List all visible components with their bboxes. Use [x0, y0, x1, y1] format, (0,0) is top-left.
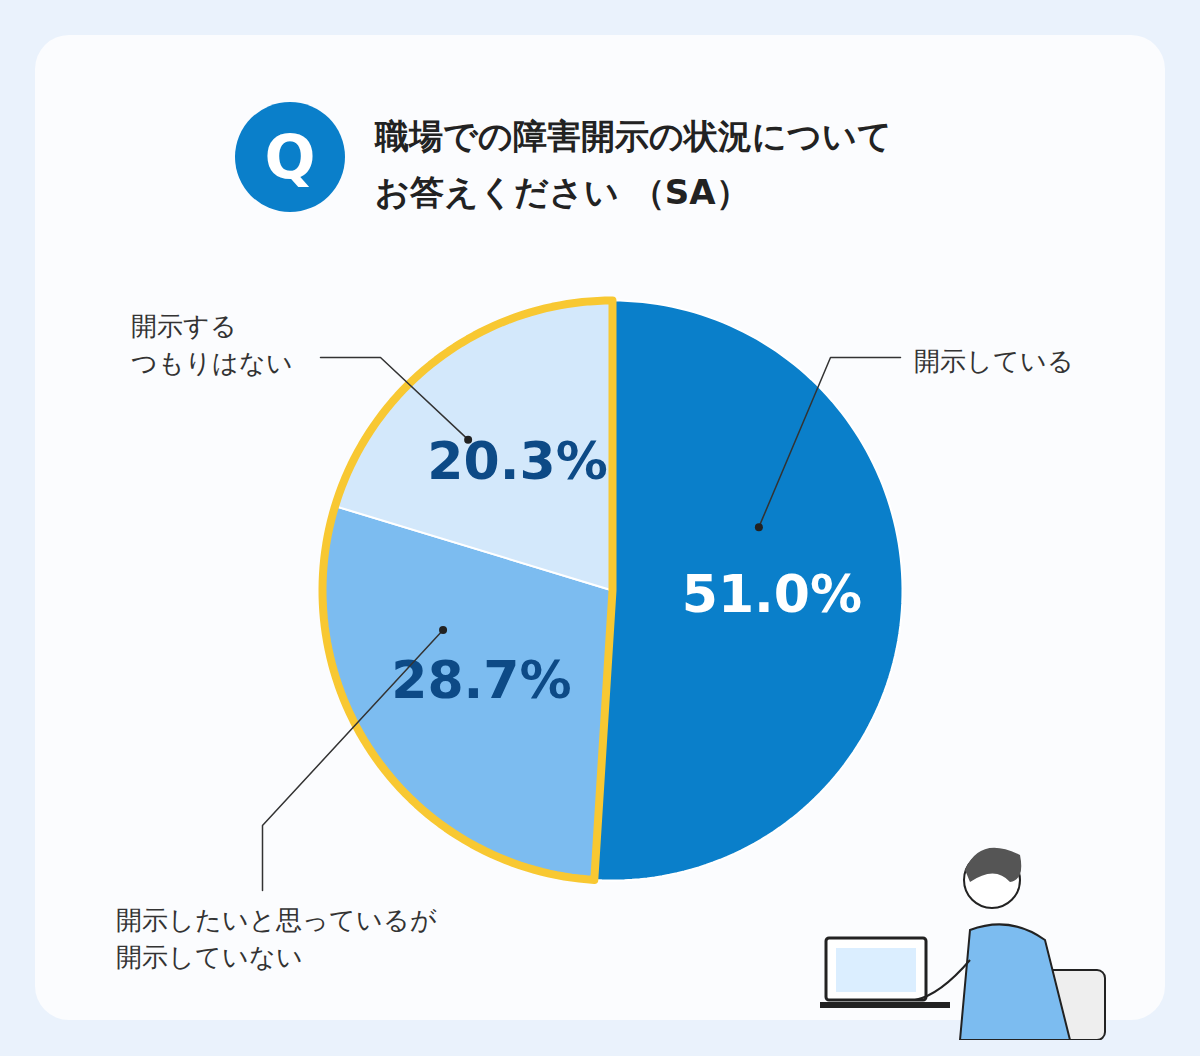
svg-text:開示したいと思っているが開示していない: 開示したいと思っているが開示していない	[116, 905, 437, 973]
html-text:Q: Q	[264, 122, 316, 192]
svg-text:51.0%: 51.0%	[682, 564, 862, 624]
svg-text:20.3%: 20.3%	[427, 431, 607, 491]
svg-text:開示するつもりはない: 開示するつもりはない	[131, 311, 293, 379]
svg-text:開示している: 開示している	[914, 346, 1074, 376]
html-text:職場での障害開示の状況についてお答えください （SA）: 職場での障害開示の状況についてお答えください （SA）	[375, 116, 892, 212]
svg-text:28.7%: 28.7%	[391, 650, 571, 710]
